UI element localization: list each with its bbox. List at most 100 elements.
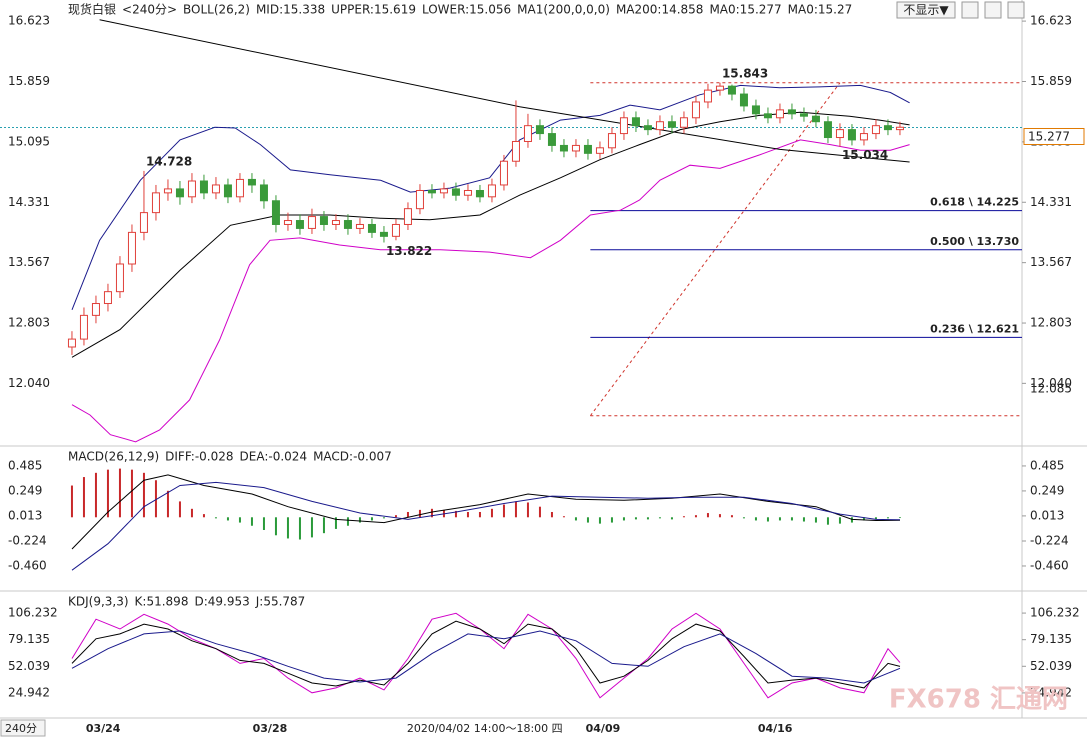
candle-body (763, 113, 772, 119)
candle-body (823, 121, 832, 139)
y-tick-label: 14.331 (8, 195, 50, 209)
candle-body (475, 189, 484, 198)
y-tick-label: 12.040 (1030, 376, 1072, 390)
macd-bar (190, 508, 193, 518)
y-tick-label: 79.135 (8, 632, 50, 646)
y-tick-label: 0.249 (1030, 483, 1064, 497)
macd-bar (70, 485, 73, 518)
macd-bar (658, 517, 661, 519)
y-tick-label: 12.040 (8, 376, 50, 390)
macd-bar (682, 516, 685, 518)
macd-bar (130, 469, 133, 518)
y-tick-label: 106.232 (8, 606, 58, 620)
y-tick-label: 106.232 (1030, 606, 1080, 620)
macd-bar (322, 517, 325, 534)
y-tick-label: 0.249 (8, 483, 42, 497)
header-label: MA0:15.27 (788, 3, 853, 17)
macd-bar (94, 472, 97, 518)
period-label: 240分 (5, 722, 37, 735)
macd-bar (226, 517, 229, 521)
macd-bar (730, 515, 733, 518)
y-tick-label: -0.224 (1030, 533, 1069, 547)
header-label: DEA:-0.024 (240, 450, 308, 464)
y-tick-label: 0.013 (8, 508, 42, 522)
macd-bar (646, 517, 649, 520)
header-label: DIFF:-0.028 (165, 450, 233, 464)
y-tick-label: -0.460 (1030, 558, 1069, 572)
candle-body (223, 184, 232, 198)
candle-body (331, 220, 340, 225)
macd-bar (202, 514, 205, 518)
period-box (0, 719, 46, 737)
macd-bar (430, 508, 433, 518)
candle-body (775, 109, 784, 119)
candle-body (559, 144, 568, 152)
macd-bar (370, 517, 373, 521)
candle-body (199, 180, 208, 194)
candle-body (391, 223, 400, 237)
x-tick-label: 04/16 (758, 722, 793, 735)
macd-bar (346, 517, 349, 526)
macd-bar (214, 517, 217, 519)
macd-bar (298, 517, 301, 540)
macd-bar (874, 517, 877, 520)
macd-bar (142, 472, 145, 518)
macd-bar (466, 511, 469, 518)
macd-bar (598, 517, 601, 524)
candle-body (175, 188, 184, 198)
macd-bar (694, 515, 697, 518)
y-tick-label: 13.567 (1030, 255, 1072, 269)
macd-bar (670, 517, 673, 520)
macd-bar (154, 480, 157, 518)
y-tick-label: 16.623 (8, 14, 50, 28)
candle-body (619, 117, 628, 135)
candle-body (787, 109, 796, 115)
y-tick-label: 15.859 (8, 74, 50, 88)
candle-body (811, 115, 820, 123)
candle-body (631, 117, 640, 127)
candle-body (355, 223, 364, 229)
header-label: MACD(26,12,9) (68, 450, 159, 464)
header-label: MA200:14.858 (616, 3, 704, 17)
candle-body (751, 105, 760, 115)
header-label: MID:15.338 (256, 3, 325, 17)
toolbar-icon[interactable] (961, 1, 979, 19)
candle-body (583, 144, 592, 154)
macd-bar (82, 477, 85, 518)
macd-bar (178, 501, 181, 518)
macd-bar (526, 502, 529, 518)
toolbar-icon[interactable] (984, 1, 1002, 19)
candle-body (847, 129, 856, 141)
toolbar-icon[interactable] (1007, 1, 1025, 19)
toolbar-button-label[interactable]: 不显示▼ (903, 3, 949, 17)
macd-bar (562, 516, 565, 518)
candle-body (511, 140, 520, 162)
candle-body (523, 125, 532, 142)
candle-body (595, 147, 604, 154)
macd-bar (802, 517, 805, 522)
macd-bar (622, 517, 625, 521)
extreme-label: 15.034 (842, 148, 888, 162)
macd-bar (382, 517, 385, 519)
macd-bar (826, 517, 829, 525)
candle-body (499, 160, 508, 186)
candle-body (211, 184, 220, 194)
candle-body (439, 188, 448, 194)
macd-bar (274, 517, 277, 536)
header-label: <240分> (122, 3, 177, 17)
fib-label: 0.500 \ 13.730 (930, 235, 1019, 248)
fib-label: 0.236 \ 12.621 (930, 322, 1019, 335)
macd-bar (538, 506, 541, 518)
macd-bar (790, 517, 793, 521)
macd-bar (742, 517, 745, 519)
candle-body (103, 291, 112, 305)
toolbar-button[interactable] (896, 1, 956, 19)
candle-body (271, 200, 280, 225)
extreme-label: 13.822 (386, 244, 432, 258)
macd-bar (454, 510, 457, 518)
macd-bar (310, 517, 313, 538)
candle-body (127, 231, 136, 265)
y-tick-label: 52.039 (1030, 659, 1072, 673)
candle-body (487, 184, 496, 198)
